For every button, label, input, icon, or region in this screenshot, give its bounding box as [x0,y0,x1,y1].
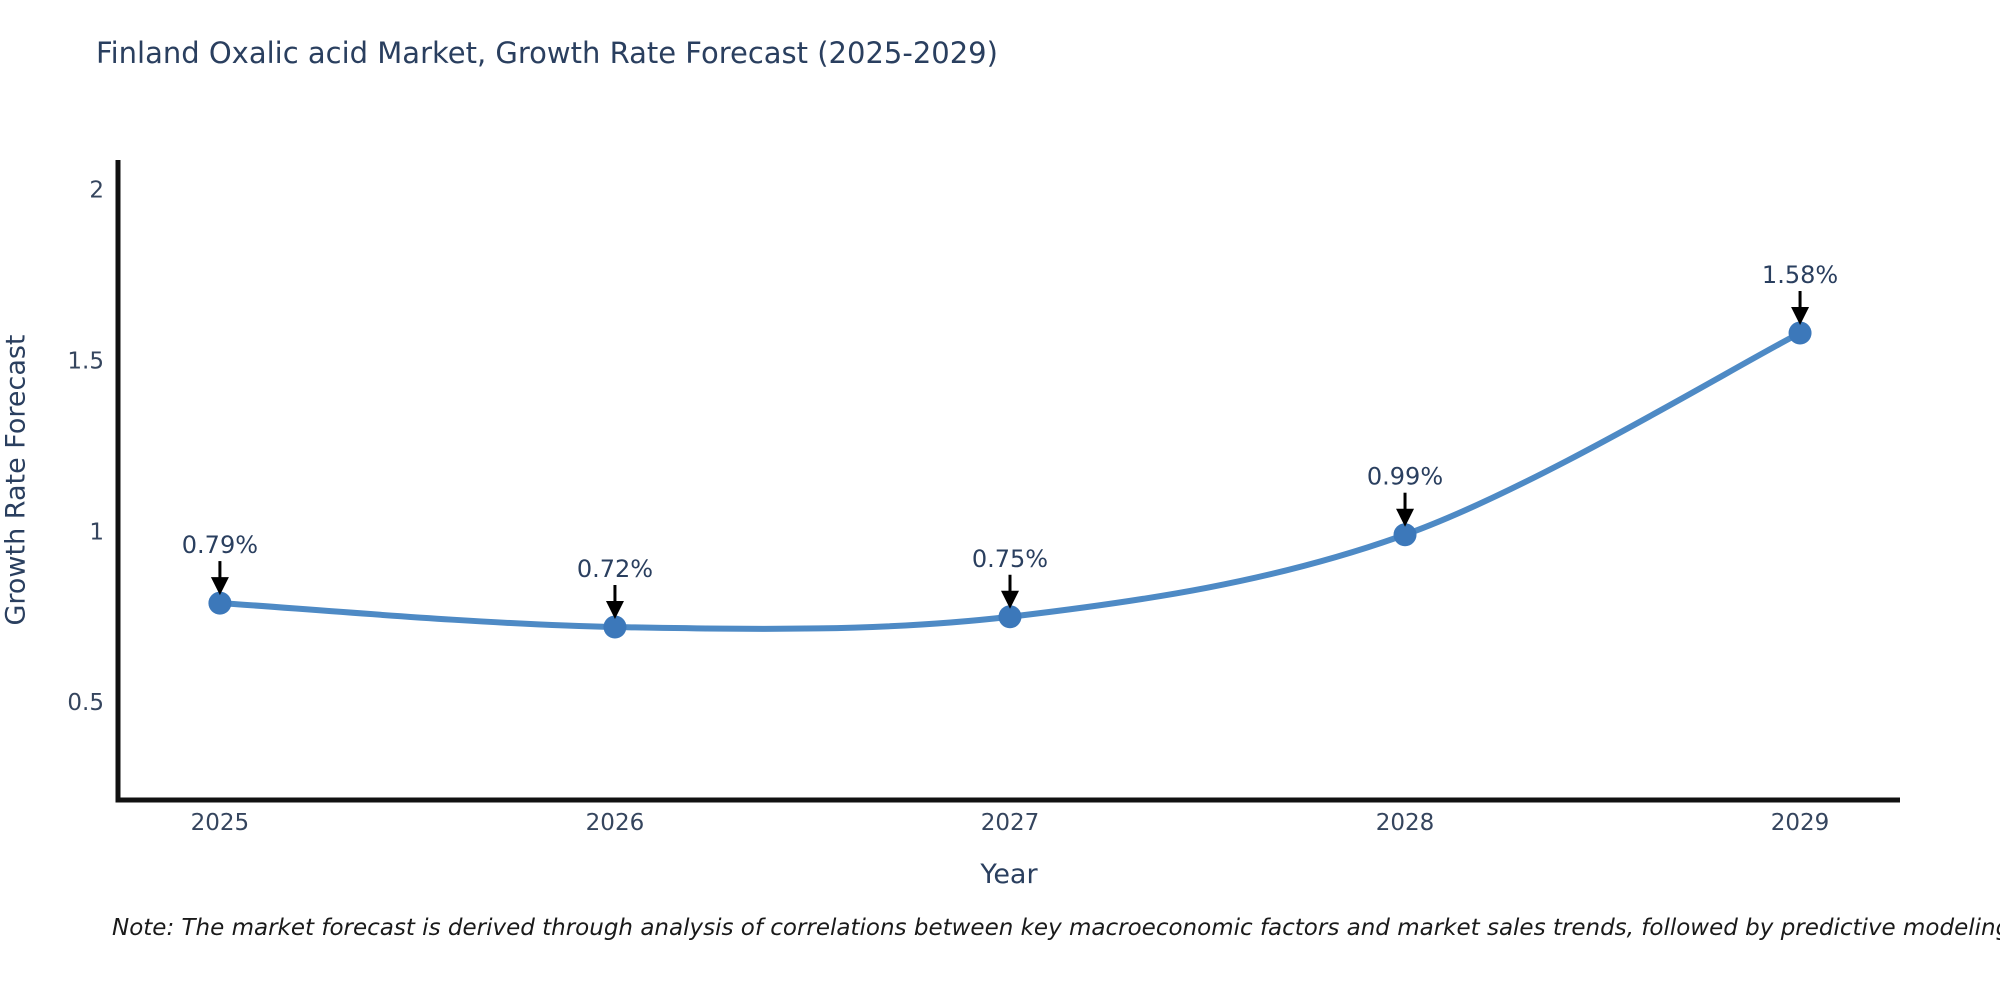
axis-tick-labels: 0.5 1 1.5 2 2025 2026 2027 2028 2029 [67,177,1829,836]
annotation-arrowhead [605,601,624,620]
x-tick-label: 2029 [1771,810,1830,836]
axes [115,160,1900,803]
data-point [1393,523,1417,547]
annotation-arrowhead [210,577,229,596]
y-tick-label: 0.5 [67,690,104,716]
footnote-text: Note: The market forecast is derived thr… [112,915,2000,941]
y-axis-title: Growth Rate Forecast [0,334,32,626]
data-point [208,591,232,615]
annotation-arrowhead [1791,306,1810,325]
chart-title: Finland Oxalic acid Market, Growth Rate … [96,36,998,70]
annotation-arrowhead [1000,590,1019,609]
line-series [208,321,1812,639]
data-point [603,615,627,639]
x-tick-label: 2025 [191,810,250,836]
y-tick-label: 1.5 [67,348,104,374]
point-annotations: 0.79% 0.72% 0.75% 0.99% 1.58% [182,261,1838,620]
point-value-label: 0.75% [972,545,1048,573]
point-value-label: 0.79% [182,531,258,559]
x-axis-title: Year [980,859,1038,890]
point-value-label: 0.72% [577,555,653,583]
y-tick-label: 1 [89,519,104,545]
x-tick-label: 2028 [1376,810,1435,836]
point-value-label: 1.58% [1762,261,1838,289]
data-point [998,605,1022,629]
data-point [1788,321,1812,345]
y-tick-label: 2 [89,177,104,203]
x-tick-label: 2027 [981,810,1040,836]
annotation-arrowhead [1396,508,1415,527]
point-value-label: 0.99% [1367,463,1443,491]
x-tick-label: 2026 [586,810,645,836]
